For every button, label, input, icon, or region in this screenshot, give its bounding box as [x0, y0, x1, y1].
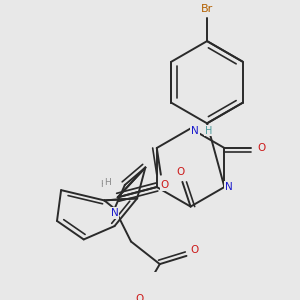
Text: O: O — [257, 143, 266, 153]
Text: N: N — [191, 125, 199, 136]
Text: N: N — [225, 182, 232, 192]
Text: O: O — [135, 294, 143, 300]
Text: Br: Br — [201, 4, 213, 14]
Text: N: N — [111, 208, 119, 218]
Text: O: O — [161, 180, 169, 190]
Text: O: O — [190, 245, 199, 255]
Text: H: H — [206, 125, 213, 136]
Text: H: H — [100, 181, 107, 190]
Text: H: H — [104, 178, 111, 188]
Text: O: O — [176, 167, 184, 177]
